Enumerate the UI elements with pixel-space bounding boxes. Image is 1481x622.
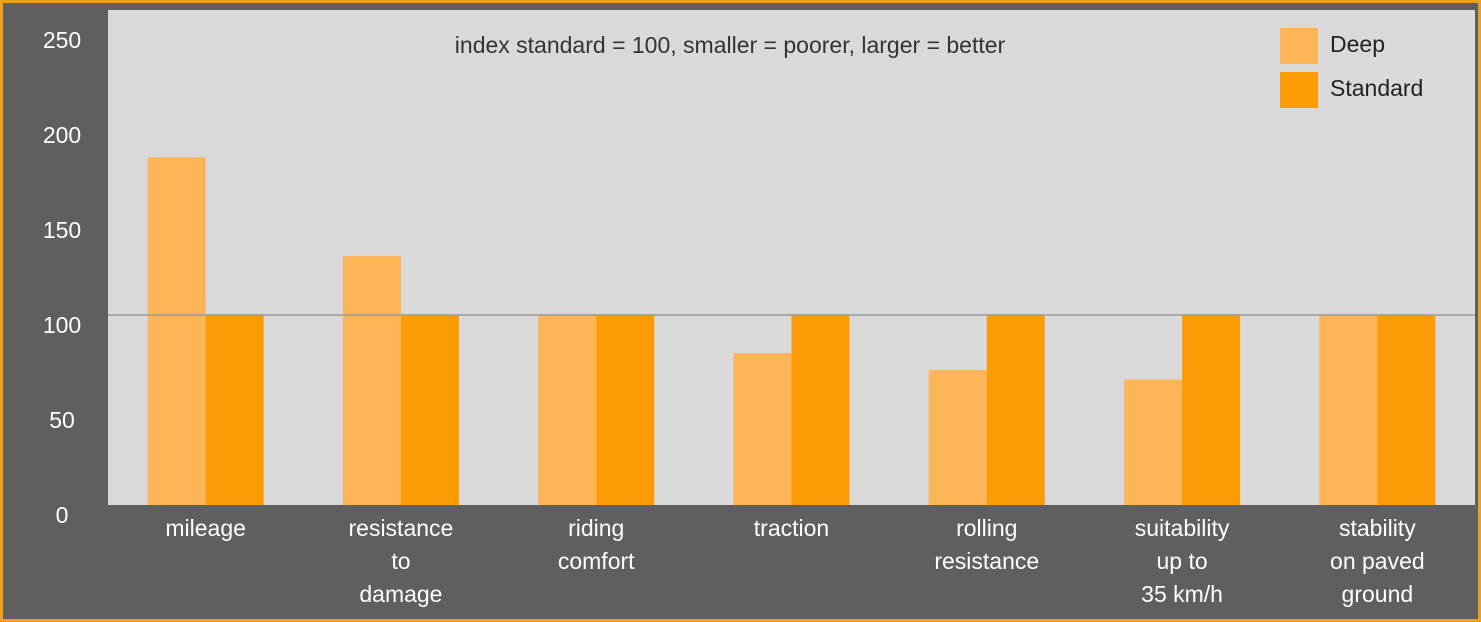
bar	[791, 315, 850, 505]
bar	[733, 353, 792, 505]
bar	[596, 315, 655, 505]
y-tick-label: 200	[43, 122, 81, 148]
y-tick-label: 250	[43, 27, 81, 53]
x-tick-label: rolling	[956, 515, 1017, 541]
x-tick-label: comfort	[558, 548, 635, 574]
bar	[1182, 315, 1241, 505]
x-tick-label: mileage	[165, 515, 246, 541]
x-tick-label: up to	[1156, 548, 1207, 574]
x-tick-label: resistance	[934, 548, 1039, 574]
legend-swatch	[1280, 72, 1318, 108]
bar	[205, 315, 264, 505]
y-tick-label: 100	[43, 312, 81, 338]
x-tick-label: suitability	[1135, 515, 1230, 541]
chart-title: index standard = 100, smaller = poorer, …	[455, 32, 1006, 58]
x-tick-label: traction	[754, 515, 829, 541]
y-tick-label: 50	[49, 407, 75, 433]
x-tick-label: on paved	[1330, 548, 1425, 574]
bar	[342, 256, 401, 505]
legend-label: Standard	[1330, 75, 1423, 101]
legend-swatch	[1280, 28, 1318, 64]
x-tick-label: damage	[359, 581, 442, 607]
bar	[147, 157, 206, 506]
x-tick-label: stability	[1339, 515, 1416, 541]
bar	[400, 315, 459, 505]
bar	[1124, 379, 1183, 505]
bar	[928, 370, 987, 505]
x-tick-label: to	[391, 548, 410, 574]
y-tick-label: 0	[56, 502, 69, 528]
x-tick-label: riding	[568, 515, 624, 541]
legend-label: Deep	[1330, 31, 1385, 57]
x-tick-label: 35 km/h	[1141, 581, 1223, 607]
bar	[986, 315, 1045, 505]
bar	[538, 315, 597, 505]
bar	[1319, 315, 1378, 505]
x-tick-label: resistance	[349, 515, 454, 541]
y-tick-label: 150	[43, 217, 81, 243]
bar	[1377, 315, 1436, 505]
x-tick-label: ground	[1342, 581, 1414, 607]
